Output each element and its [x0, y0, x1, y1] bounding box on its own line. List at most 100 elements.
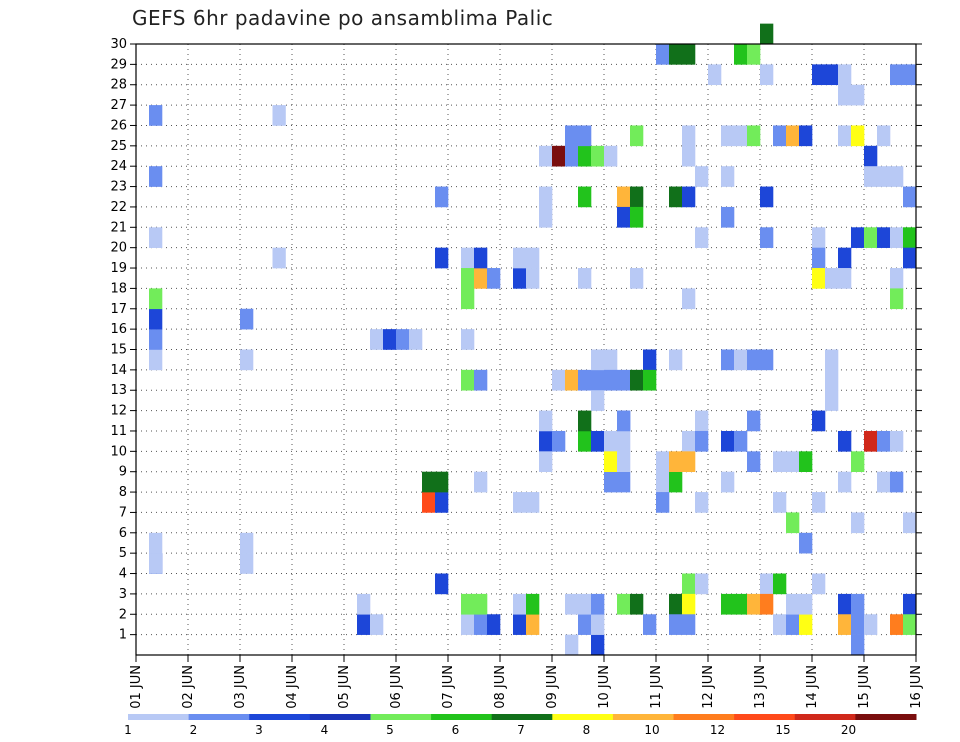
colorbar-label: 6 [452, 723, 460, 737]
heatmap-cell [786, 512, 800, 534]
heatmap-cell [591, 614, 605, 635]
heatmap-cell [773, 573, 787, 595]
heatmap-cell [825, 369, 839, 391]
heatmap-cell [682, 288, 696, 310]
x-tick-label: 12 JUN [701, 665, 716, 709]
heatmap-cell [474, 471, 488, 493]
heatmap-cell [838, 268, 852, 289]
heatmap-cell [721, 593, 735, 615]
heatmap-cell [760, 573, 774, 595]
heatmap-cell [591, 593, 605, 615]
heatmap-cell [682, 451, 696, 472]
heatmap-cell [903, 227, 917, 248]
heatmap-cell [695, 166, 709, 187]
y-tick-label: 16 [110, 322, 127, 337]
heatmap-cell [357, 593, 371, 615]
x-tick-label: 06 JUN [389, 665, 404, 709]
heatmap-cell [149, 532, 163, 554]
heatmap-cell [786, 593, 800, 615]
heatmap-cell [760, 349, 774, 371]
y-tick-label: 11 [110, 424, 127, 439]
heatmap-cell [695, 492, 709, 513]
colorbar-segment [673, 714, 735, 720]
heatmap-cell [604, 349, 618, 371]
heatmap-cell [682, 186, 696, 208]
colorbar-label: 10 [644, 723, 659, 737]
heatmap-cell [383, 329, 397, 350]
colorbar-segment [734, 714, 796, 720]
colorbar-segment [552, 714, 614, 720]
heatmap-cell [890, 288, 904, 310]
heatmap-cell [669, 593, 683, 615]
heatmap-cell [877, 166, 891, 187]
colorbar-segment [855, 714, 917, 720]
colorbar-label: 2 [190, 723, 198, 737]
x-tick-label: 04 JUN [285, 665, 300, 709]
heatmap-cell [734, 593, 748, 615]
y-tick-label: 19 [110, 261, 127, 276]
colorbar-segment [491, 714, 553, 720]
colorbar-segment [431, 714, 493, 720]
heatmap-cell [474, 614, 488, 635]
heatmap-cell [272, 105, 286, 126]
heatmap-cell [149, 166, 163, 187]
heatmap-cell [539, 145, 553, 167]
heatmap-cell [604, 145, 618, 167]
heatmap-cell [838, 593, 852, 615]
x-tick-label: 03 JUN [233, 665, 248, 709]
heatmap-cell [877, 125, 891, 147]
heatmap-cell [851, 227, 865, 248]
heatmap-cell [539, 430, 553, 452]
heatmap-cell [903, 614, 917, 635]
heatmap-cell [578, 268, 592, 289]
colorbar-segment [128, 714, 190, 720]
heatmap-cell [630, 593, 644, 615]
heatmap-cell [903, 247, 917, 269]
heatmap-cell [552, 430, 566, 452]
heatmap-cell [630, 186, 644, 208]
heatmap-cell [461, 593, 475, 615]
heatmap-cell [643, 614, 657, 635]
heatmap-cell [773, 614, 787, 635]
heatmap-cell [721, 430, 735, 452]
heatmap-cell [643, 349, 657, 371]
heatmap-cell [747, 125, 761, 147]
x-tick-label: 14 JUN [805, 665, 820, 709]
heatmap-cell [877, 430, 891, 452]
y-tick-label: 27 [110, 98, 127, 113]
heatmap-cell [565, 593, 579, 615]
heatmap-cell [435, 247, 449, 269]
heatmap-cell [825, 64, 839, 86]
heatmap-cell [656, 471, 670, 493]
y-tick-label: 29 [110, 57, 127, 72]
heatmap-cell [591, 634, 605, 656]
heatmap-cell [565, 125, 579, 147]
colorbar-label: 4 [321, 723, 329, 737]
heatmap-cell [435, 186, 449, 208]
heatmap-cell [149, 288, 163, 310]
y-tick-label: 10 [110, 444, 127, 459]
heatmap-cell [578, 186, 592, 208]
heatmap-cell [695, 573, 709, 595]
heatmap-cell [422, 492, 436, 513]
x-tick-label: 01 JUN [129, 665, 144, 709]
colorbar-label: 12 [710, 723, 725, 737]
heatmap-cell [812, 268, 826, 289]
heatmap-cell [721, 125, 735, 147]
heatmap-cell [799, 125, 813, 147]
heatmap-cell [825, 390, 839, 411]
colorbar-segment [188, 714, 250, 720]
heatmap-cell [682, 593, 696, 615]
heatmap-cell [149, 553, 163, 574]
heatmap-cell [760, 23, 774, 45]
heatmap-cell [539, 206, 553, 228]
y-tick-label: 22 [110, 200, 127, 215]
y-tick-label: 17 [110, 302, 127, 317]
colorbar-label: 7 [517, 723, 525, 737]
y-tick-label: 30 [110, 37, 127, 52]
heatmap-cell [591, 145, 605, 167]
heatmap-cell [877, 227, 891, 248]
heatmap-cell [552, 145, 566, 167]
x-tick-label: 08 JUN [493, 665, 508, 709]
